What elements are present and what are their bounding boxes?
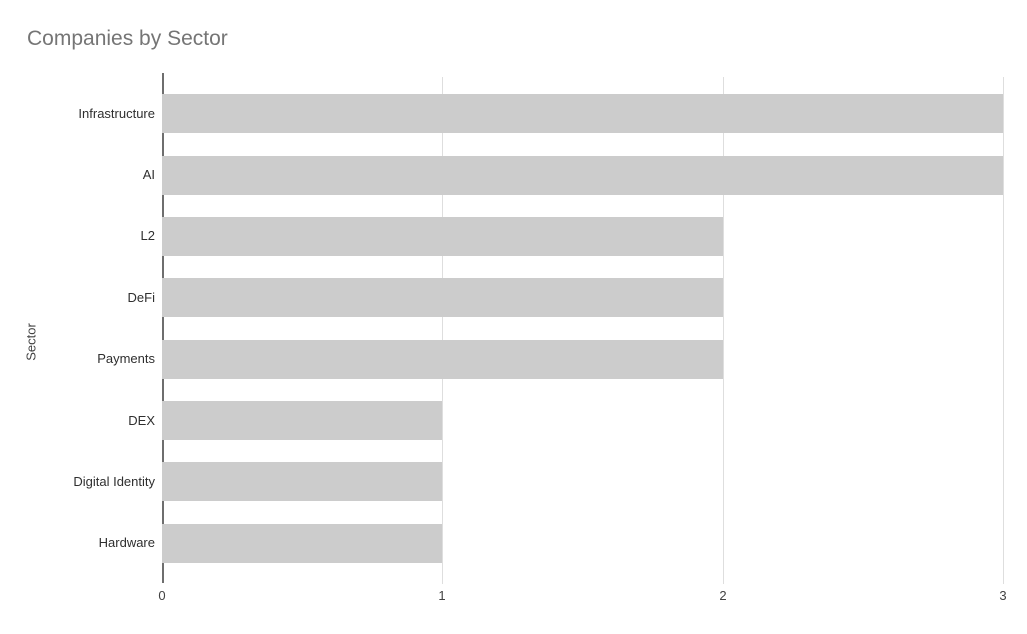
bar-infrastructure[interactable]	[162, 94, 1003, 133]
category-label: Payments	[97, 351, 155, 366]
category-label: Infrastructure	[78, 106, 155, 121]
bar-l2[interactable]	[162, 217, 723, 256]
x-tick-label-2: 2	[719, 588, 727, 603]
category-label: DEX	[128, 413, 155, 428]
x-tick-label-1: 1	[438, 588, 446, 603]
gridline-2	[723, 77, 724, 584]
gridline-3	[1003, 77, 1004, 584]
x-tick-label-0: 0	[158, 588, 166, 603]
bar-defi[interactable]	[162, 278, 723, 317]
bar-digital-identity[interactable]	[162, 462, 442, 501]
category-label: AI	[142, 167, 155, 182]
category-label: DeFi	[127, 290, 155, 305]
category-label: Digital Identity	[73, 474, 155, 489]
bar-ai[interactable]	[162, 156, 1003, 195]
category-label: Hardware	[98, 535, 155, 550]
bar-payments[interactable]	[162, 340, 723, 379]
bar-dex[interactable]	[162, 401, 442, 440]
chart-title: Companies by Sector	[27, 27, 228, 50]
category-label: L2	[140, 228, 155, 243]
x-tick-label-3: 3	[999, 588, 1007, 603]
bar-hardware[interactable]	[162, 524, 442, 563]
x-axis-baseline	[162, 73, 164, 583]
gridline-1	[442, 77, 443, 584]
